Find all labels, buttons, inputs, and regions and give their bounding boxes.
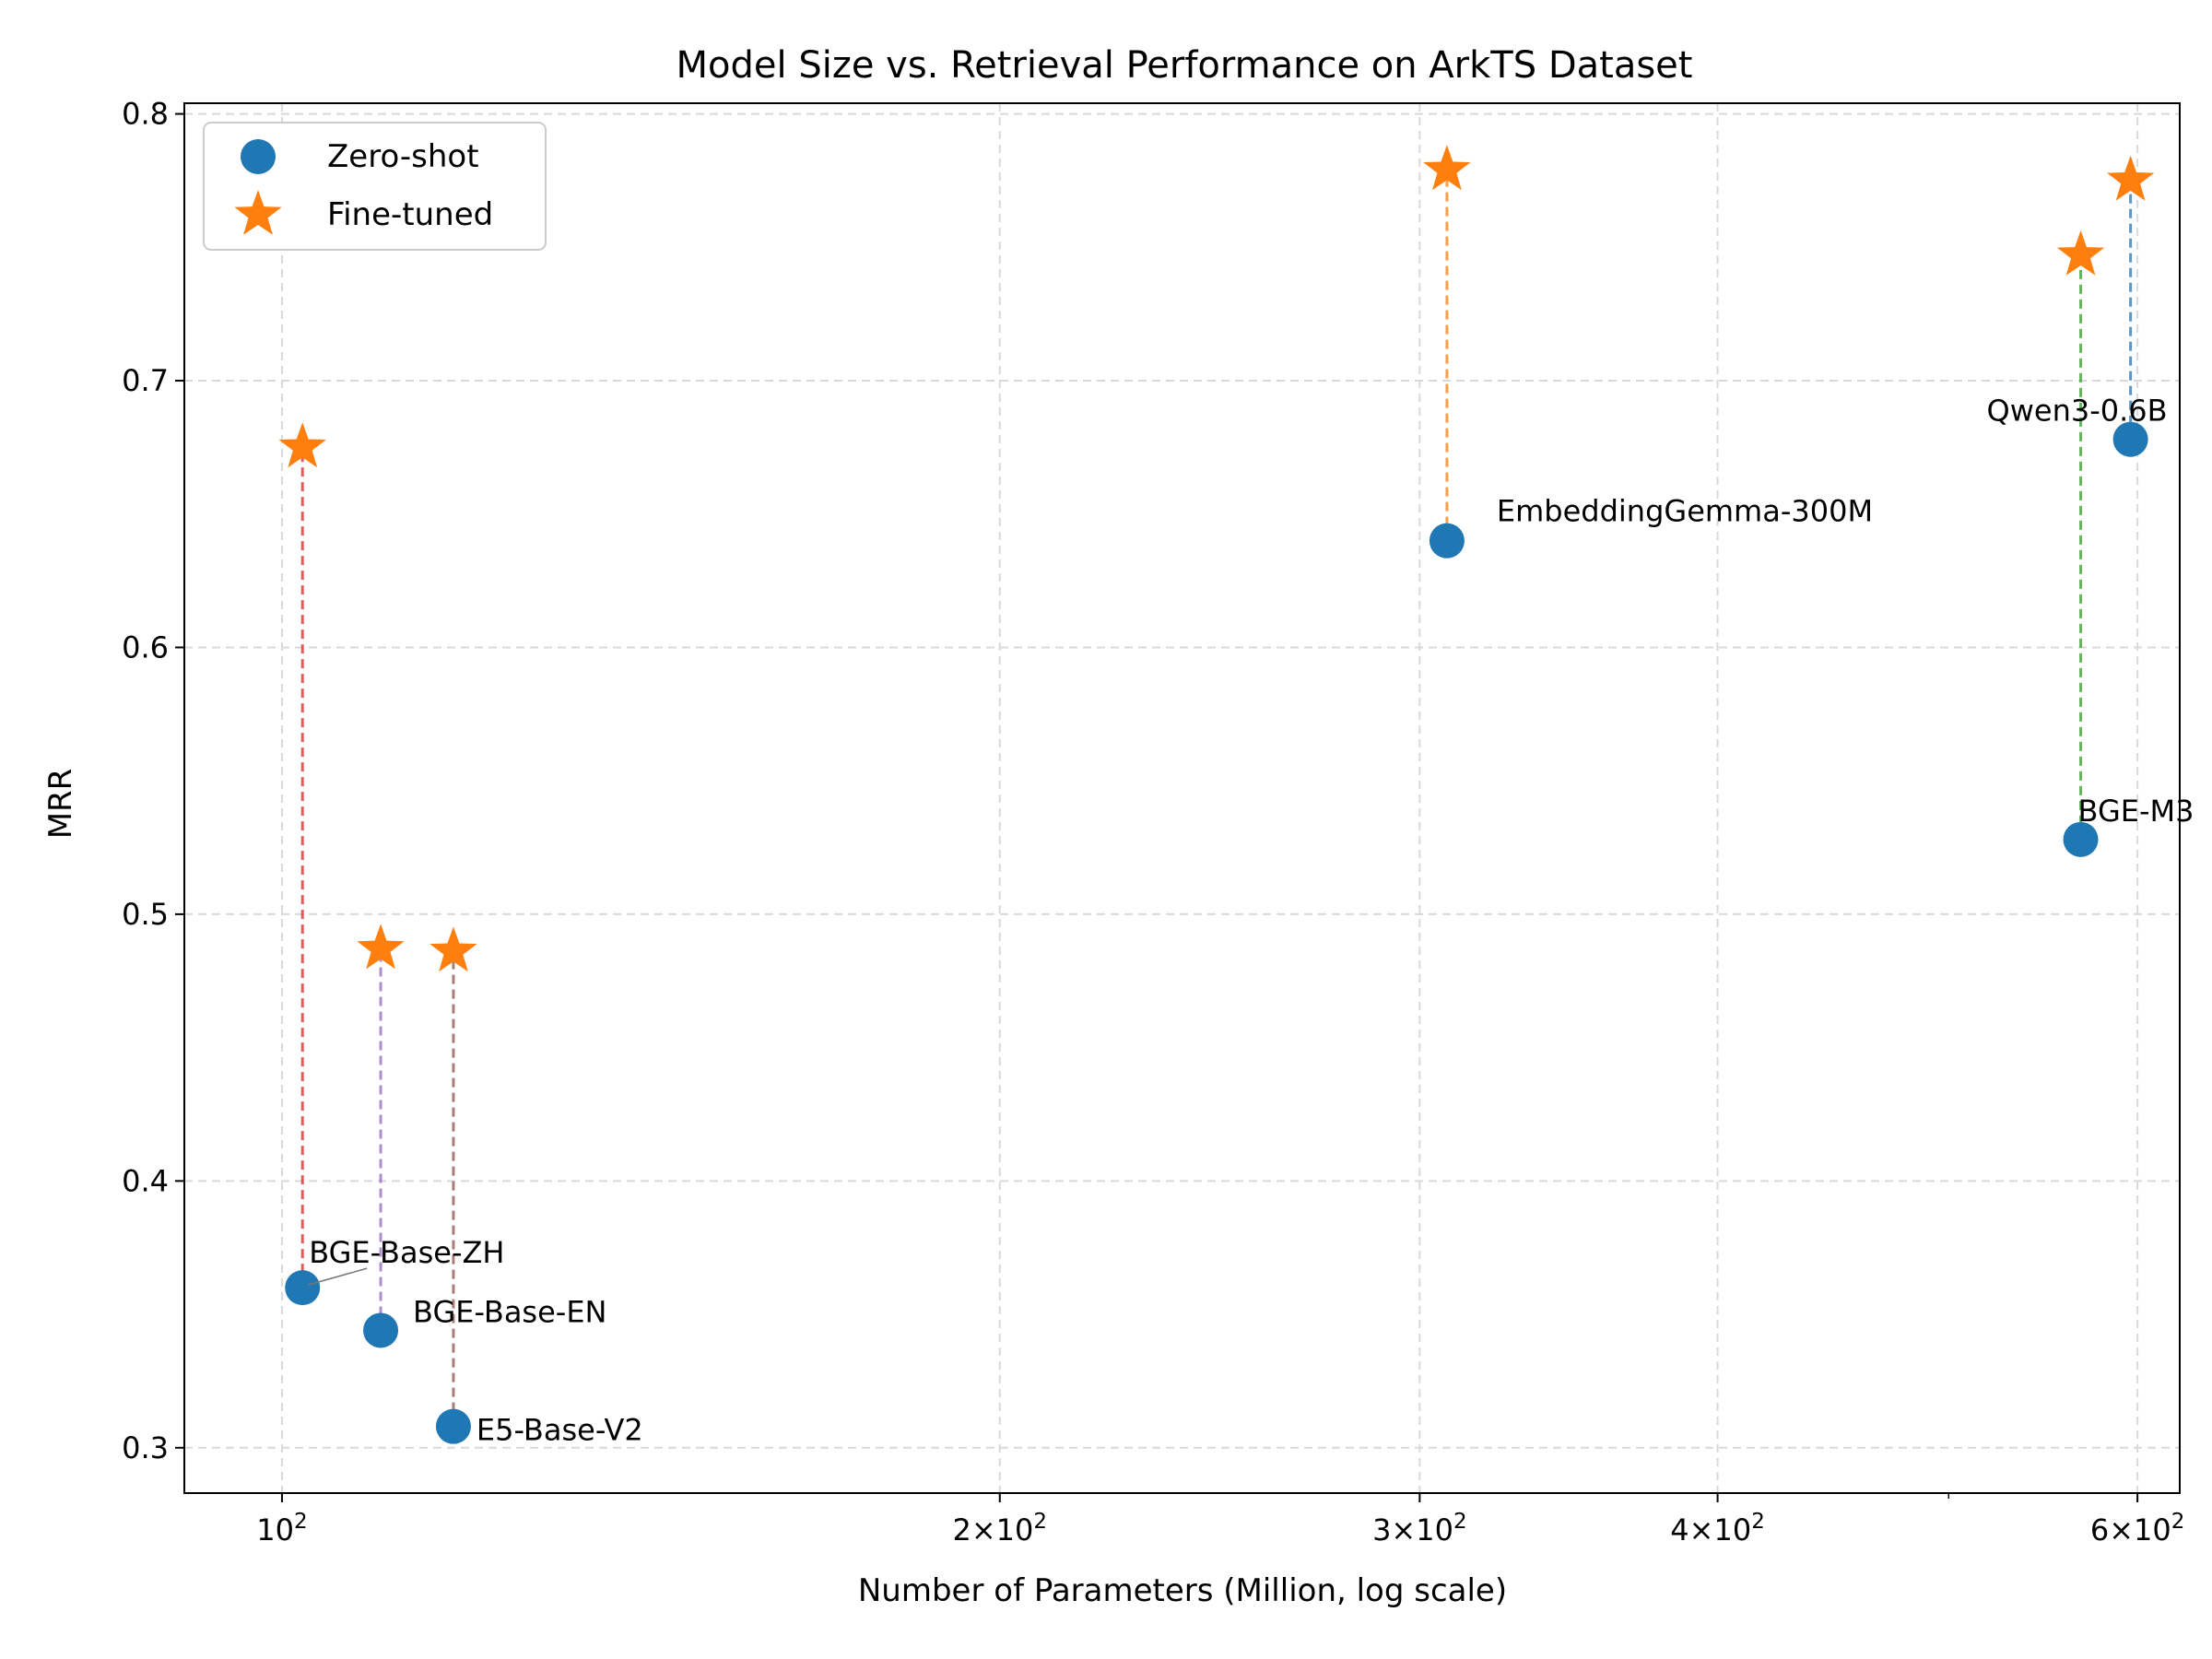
legend: Zero-shot Fine-tuned: [203, 122, 547, 251]
x-tick-label: 2×102: [952, 1510, 1047, 1547]
zero-shot-point: [2063, 821, 2099, 857]
chart-title: Model Size vs. Retrieval Performance on …: [677, 44, 1693, 87]
grid-layer: [184, 103, 2180, 1493]
legend-zero-shot-label: Zero-shot: [327, 138, 479, 175]
point-label: E5-Base-V2: [477, 1413, 643, 1448]
point-label: BGE-Base-EN: [413, 1294, 606, 1329]
zero-shot-point: [363, 1312, 399, 1348]
point-label: EmbeddingGemma-300M: [1497, 494, 1873, 529]
plot-frame: [183, 102, 2181, 1494]
fine-tuned-points: [278, 145, 2155, 972]
y-tick-label: 0.4: [122, 1163, 169, 1198]
x-tick-label: 4×102: [1670, 1510, 1765, 1547]
legend-zero-shot-marker: [241, 139, 276, 174]
point-labels: BGE-Base-ZH BGE-Base-EN E5-Base-V2 Embeddin…: [308, 394, 2194, 1448]
fine-tuned-point: [278, 422, 326, 468]
fine-tuned-point: [1423, 145, 1471, 191]
legend-fine-tuned-marker: [234, 190, 282, 235]
y-axis-title: MRR: [42, 769, 79, 840]
point-label: BGE-Base-ZH: [309, 1235, 504, 1270]
label-leader-line: [308, 1267, 368, 1286]
point-label: Qwen3-0.6B: [1987, 394, 2168, 429]
y-tick-label: 0.8: [122, 97, 169, 132]
legend-fine-tuned-label: Fine-tuned: [327, 196, 493, 233]
zero-shot-point: [285, 1270, 321, 1306]
y-tick-label: 0.3: [122, 1430, 169, 1465]
y-tick-label: 0.6: [122, 629, 169, 665]
zero-shot-point: [1429, 523, 1465, 559]
zero-shot-points: [285, 421, 2148, 1444]
fine-tuned-point: [2106, 155, 2155, 201]
y-tick-label: 0.7: [122, 363, 169, 398]
fine-tuned-point: [429, 926, 477, 972]
x-axis-title: Number of Parameters (Million, log scale…: [858, 1572, 1507, 1609]
x-tick-label: 6×102: [2090, 1510, 2185, 1547]
legend-box: [203, 122, 547, 251]
axis-ticks: 0.3 0.4 0.5 0.6 0.7 0.8 102 2×102 3×102 4×102 6×10…: [122, 97, 2184, 1547]
fine-tuned-point: [2056, 230, 2105, 276]
connector-lines: [300, 170, 2133, 1427]
y-tick-label: 0.5: [122, 897, 169, 932]
x-tick-label: 3×102: [1372, 1510, 1467, 1547]
point-label: BGE-M3: [2078, 794, 2194, 829]
fine-tuned-point: [357, 924, 405, 970]
x-tick-label: 102: [256, 1510, 307, 1547]
zero-shot-point: [2112, 421, 2148, 457]
zero-shot-point: [435, 1408, 471, 1444]
